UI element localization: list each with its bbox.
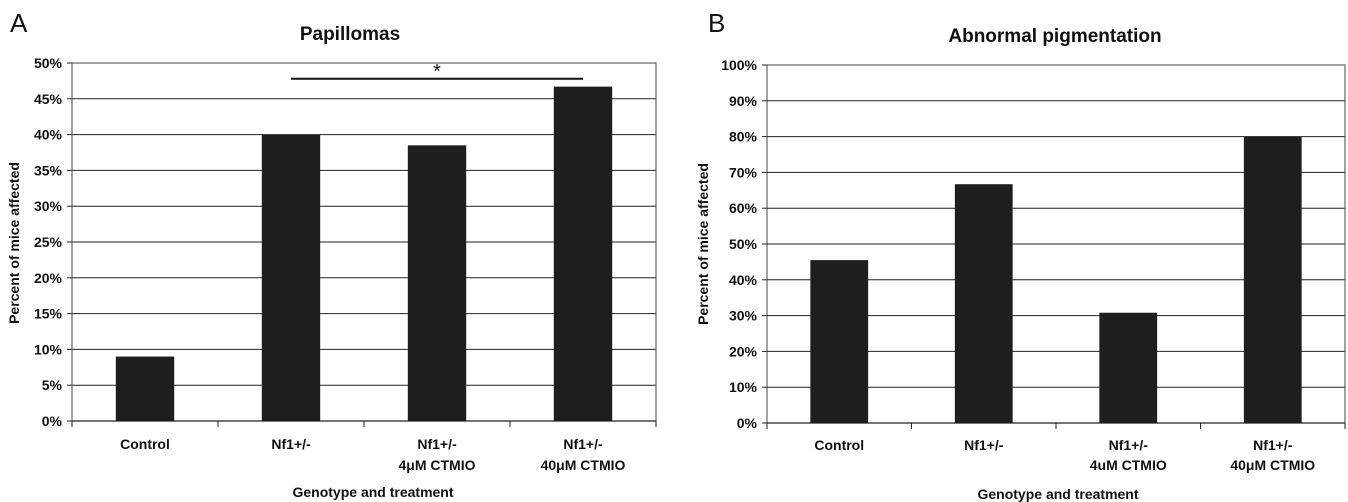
y-tick-label: 50% [34,55,63,71]
bar-a-0 [115,356,175,421]
y-axis-label-b: Percent of mice affected [695,163,711,325]
x-category-label: Nf1+/- [964,437,1004,453]
x-category-label: 4μM CTMIO [398,457,475,473]
x-category-label: Nf1+/- [417,436,457,452]
x-category-label: Control [814,437,864,453]
y-tick-label: 25% [34,234,63,250]
x-category-label: Nf1+/- [1253,437,1293,453]
x-category-label: Nf1+/- [271,436,311,452]
y-tick-label: 15% [34,306,63,322]
bar-a-3 [553,86,613,422]
bar-b-3 [1243,136,1302,423]
bar-b-0 [810,260,869,423]
y-axis-label-a: Percent of mice affected [6,162,22,324]
y-tick-label: 30% [34,198,63,214]
y-tick-label: 10% [729,379,758,395]
panel-letter-b: B [708,8,725,38]
x-category-label: Control [120,436,170,452]
x-category-label: Nf1+/- [563,436,603,452]
bar-b-1 [954,184,1013,423]
y-tick-label: 5% [42,377,63,393]
chart-title-a: Papillomas [300,24,400,45]
y-tick-label: 10% [34,341,63,357]
x-category-label: 4uM CTMIO [1090,457,1167,473]
y-tick-label: 100% [721,57,757,73]
y-tick-label: 30% [729,308,758,324]
y-tick-label: 0% [42,413,63,429]
y-tick-label: 50% [729,236,758,252]
x-axis-label-a: Genotype and treatment [292,484,453,500]
y-tick-label: 0% [737,415,758,431]
bar-a-1 [261,134,321,421]
chart-title-b: Abnormal pigmentation [948,26,1161,47]
y-tick-label: 80% [729,129,758,145]
y-tick-label: 70% [729,164,758,180]
chart-panel-b: B Abnormal pigmentation Genotype and tre… [695,8,1346,502]
x-category-label: 40μM CTMIO [1230,457,1315,473]
y-tick-label: 40% [729,272,758,288]
y-tick-label: 20% [729,343,758,359]
x-axis-label-b: Genotype and treatment [977,486,1138,502]
x-category-label: Nf1+/- [1109,437,1149,453]
y-tick-label: 35% [34,162,63,178]
significance-star: * [433,61,441,83]
x-category-label: 40μM CTMIO [541,457,626,473]
y-tick-label: 60% [729,200,758,216]
y-tick-label: 20% [34,270,63,286]
panel-letter-a: A [10,8,28,38]
y-tick-label: 45% [34,91,63,107]
chart-panel-a: A Papillomas Genotype and treatment Perc… [6,8,657,500]
bar-a-2 [407,145,467,421]
y-tick-label: 40% [34,127,63,143]
bar-b-2 [1099,312,1158,423]
y-tick-label: 90% [729,93,758,109]
